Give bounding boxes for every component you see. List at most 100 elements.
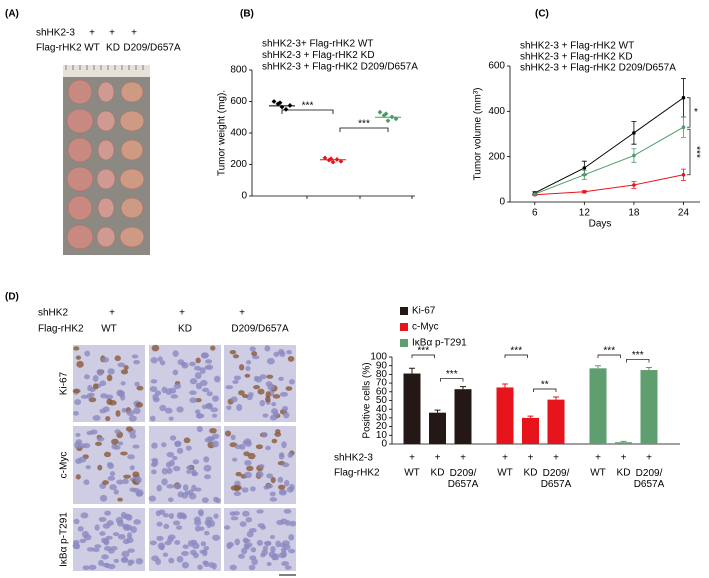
cell — [77, 526, 84, 532]
row-label: Flag-rHK2 — [334, 468, 380, 479]
data-point — [582, 166, 587, 170]
x-tick-label: KD — [431, 468, 445, 479]
y-tick-label: 600 — [230, 96, 247, 107]
sig-bracket — [281, 109, 334, 114]
tumor — [66, 108, 94, 134]
y-tick-label: 60 — [376, 386, 388, 397]
cell — [246, 360, 252, 365]
cell — [287, 355, 295, 362]
cell — [247, 392, 254, 397]
cell — [190, 539, 198, 545]
cell — [256, 509, 264, 514]
cell — [202, 549, 208, 557]
cell — [197, 564, 203, 570]
cell — [232, 379, 239, 384]
cell — [229, 349, 237, 355]
cell — [82, 443, 91, 449]
bar — [547, 399, 565, 444]
cell — [232, 511, 241, 516]
cell — [272, 411, 279, 418]
cell — [271, 401, 277, 407]
y-tick-label: 0 — [241, 191, 247, 202]
sig-bracket — [687, 128, 691, 176]
cell — [126, 409, 135, 417]
cell — [110, 546, 118, 551]
legend-label: shHK2-3 + Flag-rHK2 WT — [520, 41, 634, 52]
cell — [288, 379, 295, 385]
cell — [199, 379, 208, 386]
y-tick-label: 80 — [376, 369, 388, 380]
tumor — [120, 139, 144, 161]
cell — [101, 537, 107, 544]
cell — [125, 426, 134, 432]
error-bar — [620, 440, 627, 443]
cell — [205, 516, 213, 522]
legend-label: Ki-67 — [412, 306, 436, 317]
cell — [189, 361, 196, 367]
cell — [181, 492, 189, 499]
cell — [230, 434, 236, 441]
cell — [114, 429, 121, 434]
panel-label: (B) — [240, 9, 254, 20]
cell — [262, 413, 269, 418]
cell — [157, 356, 163, 362]
cell — [131, 354, 139, 359]
cell — [123, 365, 129, 370]
cell — [169, 387, 177, 394]
cell — [107, 563, 116, 570]
cell — [159, 360, 166, 366]
cell — [99, 531, 106, 536]
cell — [132, 471, 140, 478]
data-point — [279, 104, 285, 110]
cell — [103, 451, 112, 458]
cell — [229, 564, 237, 571]
data-point — [385, 118, 391, 124]
cell — [232, 354, 240, 359]
sig-bracket — [411, 354, 435, 358]
cell — [127, 548, 135, 553]
cell — [122, 524, 131, 531]
cell — [203, 456, 210, 463]
cell — [99, 408, 107, 414]
panel-label: (A) — [5, 9, 19, 20]
cell — [106, 374, 113, 382]
cell — [133, 359, 141, 365]
tumor — [119, 226, 145, 248]
cell — [83, 479, 90, 485]
x-tick-label: D209/D657A — [541, 468, 572, 490]
panel-label: (C) — [535, 9, 549, 20]
cell — [128, 415, 137, 422]
error-bar — [409, 367, 415, 374]
cell — [247, 452, 256, 460]
tumor — [96, 168, 116, 190]
cell — [121, 550, 130, 558]
cell — [111, 443, 118, 450]
legend-label: IκBα p-T291 — [412, 338, 467, 349]
cell — [173, 383, 182, 389]
cell — [192, 459, 200, 465]
sig-label: *** — [603, 346, 615, 357]
cell — [172, 350, 179, 357]
cell — [278, 453, 285, 460]
cell — [166, 484, 175, 489]
cell — [100, 393, 108, 399]
data-point — [277, 100, 283, 106]
y-tick-label: 800 — [230, 65, 247, 76]
ruler — [63, 65, 150, 77]
cell — [203, 546, 210, 551]
row-label: Ki-67 — [59, 371, 70, 395]
cell — [243, 538, 251, 543]
cell — [159, 544, 165, 551]
cell — [162, 513, 170, 518]
cell — [288, 534, 295, 541]
cell — [266, 561, 272, 567]
cell — [248, 564, 256, 571]
cell — [133, 407, 141, 415]
cell — [259, 399, 266, 407]
cell — [99, 494, 108, 502]
cell — [113, 489, 119, 495]
legend-label: shHK2-3 + Flag-rHK2 KD — [520, 52, 633, 63]
cell — [134, 476, 142, 484]
cell — [174, 483, 182, 490]
y-tick-label: 400 — [488, 106, 505, 117]
